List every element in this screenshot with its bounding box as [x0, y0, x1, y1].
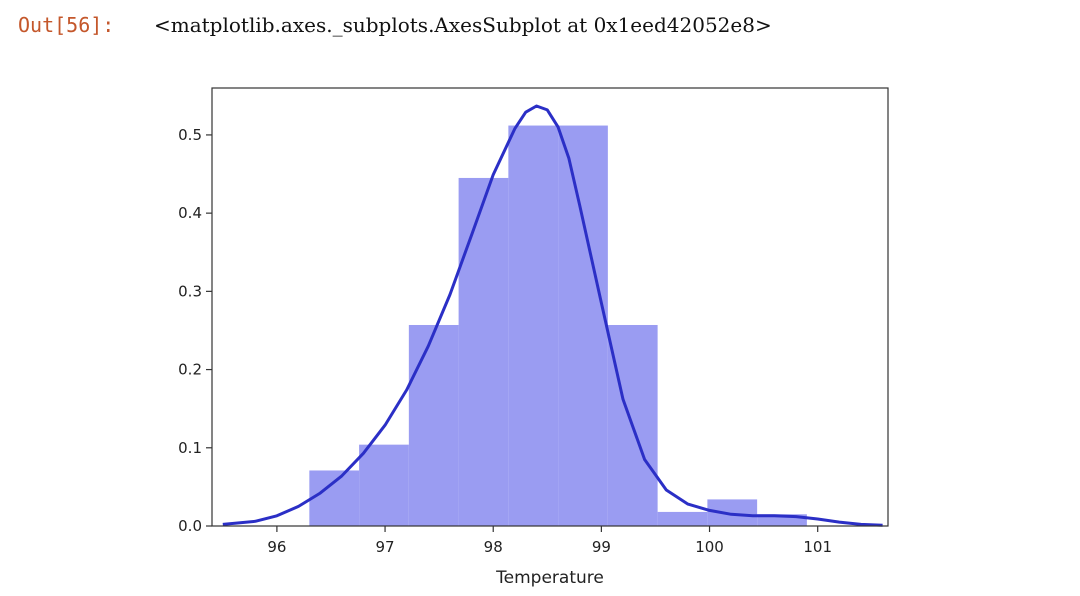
axes-frame: [211, 87, 889, 527]
histogram-bars: [309, 125, 807, 527]
x-tick-label: 99: [592, 538, 611, 556]
histogram-bar: [558, 125, 608, 527]
x-tick-label: 101: [803, 538, 832, 556]
y-axis-ticks: 0.0 0.1 0.2 0.3 0.4 0.5: [178, 126, 212, 535]
histogram-bar: [408, 324, 459, 526]
output-row: Out[56]: <matplotlib.axes._subplots.Axes…: [18, 8, 772, 42]
x-tick-label: 100: [695, 538, 724, 556]
x-tick-label: 98: [484, 538, 503, 556]
y-tick-label: 0.2: [178, 361, 202, 379]
y-tick-label: 0.0: [178, 517, 202, 535]
histogram-bar: [359, 444, 409, 526]
y-tick-label: 0.3: [178, 282, 202, 300]
histogram-bar: [657, 511, 708, 526]
kde-curve: [222, 104, 883, 527]
x-axis-label: Temperature: [495, 568, 604, 588]
x-tick-label: 96: [267, 538, 286, 556]
y-tick-label: 0.1: [178, 439, 202, 457]
histogram-bar: [757, 514, 807, 526]
histogram-bar: [458, 177, 509, 527]
x-tick-label: 97: [376, 538, 395, 556]
output-repr-text: <matplotlib.axes._subplots.AxesSubplot a…: [154, 13, 772, 37]
output-prompt: Out[56]:: [18, 13, 115, 37]
x-axis-ticks: 96 97 98 99 100 101: [267, 526, 832, 556]
histogram-bar: [508, 125, 559, 527]
y-tick-label: 0.4: [178, 204, 202, 222]
y-tick-label: 0.5: [178, 126, 202, 144]
histogram-bar: [309, 470, 360, 526]
